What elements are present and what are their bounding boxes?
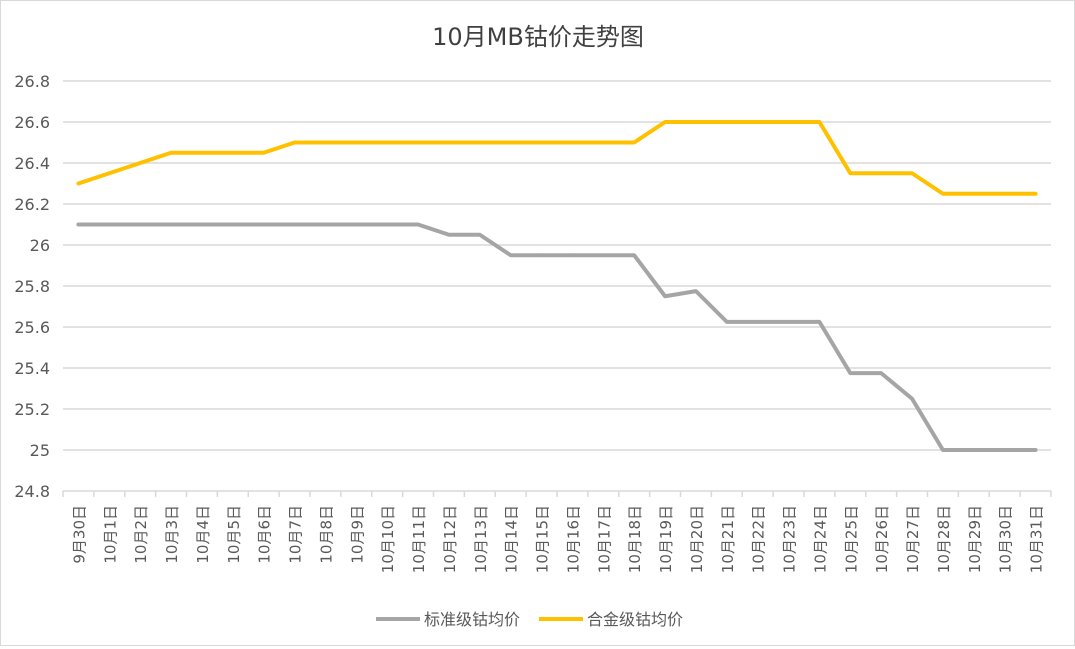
x-tick-label: 10月6日 xyxy=(256,505,274,564)
x-tick-label: 10月30日 xyxy=(997,505,1015,573)
series-line-1 xyxy=(78,225,1035,451)
x-tick-label: 10月25日 xyxy=(842,505,860,573)
x-tick-label: 10月18日 xyxy=(626,505,644,573)
x-tick-label: 10月11日 xyxy=(410,505,428,573)
x-tick-label: 10月8日 xyxy=(317,505,335,564)
x-tick-label: 10月22日 xyxy=(750,505,768,573)
y-tick-label: 25.2 xyxy=(14,400,50,419)
x-tick-label: 10月1日 xyxy=(101,505,119,564)
x-tick-label: 10月26日 xyxy=(873,505,891,573)
x-tick-label: 10月14日 xyxy=(503,505,521,573)
x-tick-label: 10月19日 xyxy=(657,505,675,573)
x-tick-label: 10月5日 xyxy=(225,505,243,564)
y-tick-label: 26.4 xyxy=(14,154,50,173)
x-tick-label: 10月28日 xyxy=(935,505,953,573)
x-tick-label: 10月24日 xyxy=(811,505,829,573)
y-tick-label: 26.6 xyxy=(14,113,50,132)
y-tick-label: 26.2 xyxy=(14,195,50,214)
x-tick-label: 10月12日 xyxy=(441,505,459,573)
y-tick-label: 25 xyxy=(30,441,50,460)
x-tick-label: 10月3日 xyxy=(163,505,181,564)
y-tick-label: 25.8 xyxy=(14,277,50,296)
x-tick-label: 10月20日 xyxy=(688,505,706,573)
x-tick-label: 10月9日 xyxy=(348,505,366,564)
legend-label: 合金级钴均价 xyxy=(587,610,683,629)
x-tick-label: 10月4日 xyxy=(194,505,212,564)
x-tick-label: 9月30日 xyxy=(70,505,88,564)
y-tick-label: 26 xyxy=(30,236,50,255)
x-tick-label: 10月17日 xyxy=(595,505,613,573)
x-tick-label: 10月31日 xyxy=(1028,505,1046,573)
chart-title: 10月MB钴价走势图 xyxy=(432,23,644,51)
x-tick-label: 10月7日 xyxy=(287,505,305,564)
x-tick-label: 10月23日 xyxy=(781,505,799,573)
x-tick-label: 10月16日 xyxy=(564,505,582,573)
x-tick-label: 10月27日 xyxy=(904,505,922,573)
y-tick-label: 26.8 xyxy=(14,72,50,91)
x-tick-label: 10月21日 xyxy=(719,505,737,573)
y-tick-label: 25.4 xyxy=(14,359,50,378)
y-tick-label: 25.6 xyxy=(14,318,50,337)
x-tick-label: 10月10日 xyxy=(379,505,397,573)
legend-label: 标准级钴均价 xyxy=(424,610,520,629)
x-tick-label: 10月29日 xyxy=(966,505,984,573)
x-tick-label: 10月15日 xyxy=(534,505,552,573)
x-tick-label: 10月13日 xyxy=(472,505,490,573)
x-tick-label: 10月2日 xyxy=(132,505,150,564)
y-tick-label: 24.8 xyxy=(14,482,50,501)
series-line-2 xyxy=(78,122,1035,194)
